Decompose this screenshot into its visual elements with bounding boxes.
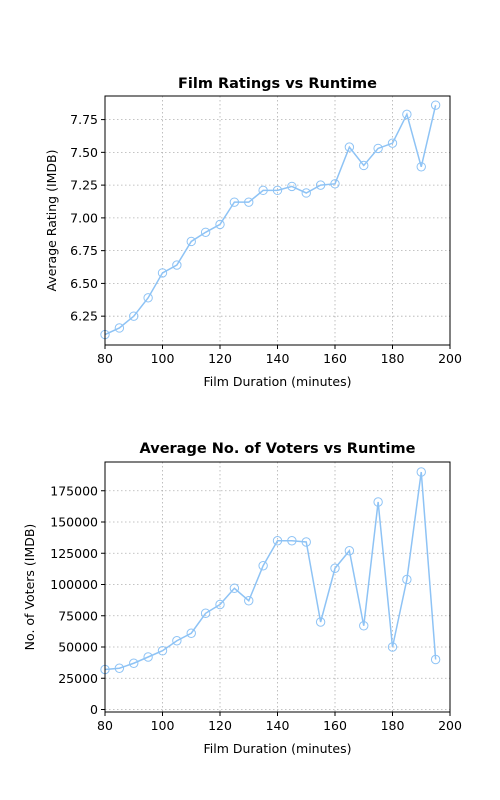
- data-point: [258, 561, 268, 571]
- data-point: [373, 143, 383, 154]
- data-point: [114, 663, 125, 673]
- data-point: [315, 180, 326, 190]
- series-line: [104, 471, 437, 671]
- y-tick-label: 6.50: [70, 276, 98, 291]
- y-axis-label: Average Rating (IMDB): [44, 149, 59, 291]
- x-tick-label: 180: [381, 351, 405, 366]
- y-tick-label: 125000: [50, 546, 98, 561]
- x-tick-label: 140: [266, 351, 290, 366]
- chart-title: Average No. of Voters vs Runtime: [140, 441, 416, 457]
- data-point: [416, 467, 426, 477]
- y-tick-label: 7.75: [70, 112, 98, 127]
- series-line: [104, 104, 437, 336]
- data-point: [430, 100, 441, 110]
- x-tick-label: 120: [208, 718, 232, 733]
- x-tick-label: 200: [438, 351, 462, 366]
- data-point: [215, 219, 225, 230]
- data-point: [129, 658, 139, 668]
- data-point: [200, 227, 211, 237]
- data-point: [143, 652, 153, 662]
- x-axis-label: Film Duration (minutes): [204, 374, 352, 389]
- data-point: [373, 497, 383, 507]
- data-point: [215, 599, 225, 610]
- y-tick-label: 7.00: [70, 210, 98, 225]
- data-point: [229, 197, 240, 207]
- y-tick-label: 6.75: [70, 243, 98, 258]
- data-point: [186, 236, 196, 247]
- data-point: [200, 608, 211, 618]
- data-point: [244, 596, 254, 606]
- x-tick-label: 100: [151, 351, 175, 366]
- x-tick-label: 160: [323, 718, 347, 733]
- data-point: [387, 138, 398, 148]
- data-point: [172, 260, 182, 270]
- x-tick-label: 100: [151, 718, 175, 733]
- x-tick-label: 180: [381, 718, 405, 733]
- data-point: [402, 109, 412, 120]
- data-point: [129, 311, 139, 321]
- y-tick-label: 7.50: [70, 145, 98, 160]
- y-tick-label: 150000: [50, 515, 98, 530]
- data-point: [287, 536, 297, 546]
- y-axis-label: No. of Voters (IMDB): [22, 524, 37, 651]
- chart-1: 80 100 120 140 160 180 200 6.25 6.50 6.75 7.00 7.25…: [44, 76, 462, 389]
- data-point: [344, 546, 355, 556]
- data-point: [344, 142, 355, 152]
- y-tick-label: 50000: [58, 640, 98, 655]
- data-point: [229, 583, 240, 593]
- data-point: [301, 188, 311, 198]
- x-tick-label: 120: [208, 351, 232, 366]
- y-tick-label: 0: [90, 702, 98, 717]
- data-point: [359, 621, 369, 631]
- y-tick-label: 6.25: [70, 309, 98, 324]
- chart-title: Film Ratings vs Runtime: [178, 76, 377, 92]
- data-point: [287, 181, 297, 192]
- y-tick-label: 75000: [58, 608, 98, 623]
- x-tick-label: 80: [97, 351, 113, 366]
- data-point: [157, 268, 168, 278]
- data-point: [416, 162, 426, 172]
- x-tick-label: 200: [438, 718, 462, 733]
- y-tick-label: 100000: [50, 577, 98, 592]
- data-point: [272, 185, 283, 196]
- data-point: [157, 646, 168, 656]
- data-point: [272, 536, 283, 546]
- x-tick-label: 80: [97, 718, 113, 733]
- data-point: [114, 323, 125, 333]
- data-point: [301, 537, 311, 547]
- y-tick-label: 25000: [58, 671, 98, 686]
- data-point: [387, 642, 398, 652]
- chart-2: 80 100 120 140 160 180 200 0 25000 50000 75000 1000…: [22, 441, 462, 756]
- data-point: [244, 197, 254, 207]
- data-point: [186, 628, 196, 638]
- data-point: [359, 160, 369, 171]
- y-tick-label: 7.25: [70, 178, 98, 193]
- data-point: [258, 185, 268, 196]
- data-point: [315, 617, 326, 627]
- x-axis-label: Film Duration (minutes): [204, 741, 352, 756]
- data-point: [330, 179, 340, 189]
- x-tick-label: 160: [323, 351, 347, 366]
- data-point: [402, 574, 412, 585]
- data-point: [430, 654, 441, 665]
- data-point: [143, 293, 153, 303]
- data-point: [330, 563, 340, 573]
- y-tick-label: 175000: [50, 483, 98, 498]
- data-point: [172, 636, 182, 646]
- x-tick-label: 140: [266, 718, 290, 733]
